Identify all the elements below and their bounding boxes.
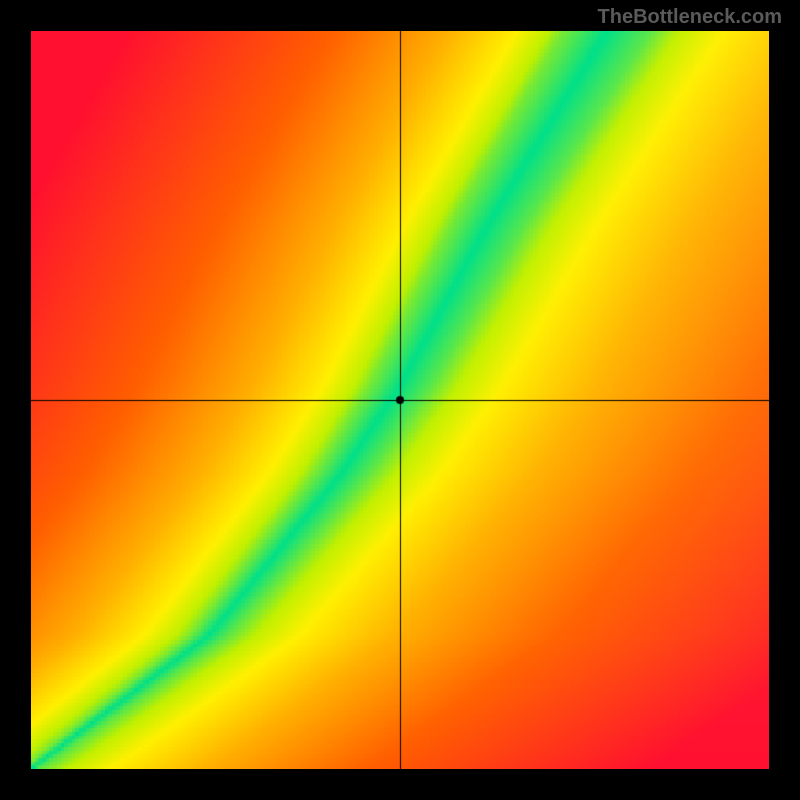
chart-container: TheBottleneck.com bbox=[0, 0, 800, 800]
watermark-text: TheBottleneck.com bbox=[598, 6, 782, 29]
bottleneck-heatmap bbox=[31, 31, 769, 769]
